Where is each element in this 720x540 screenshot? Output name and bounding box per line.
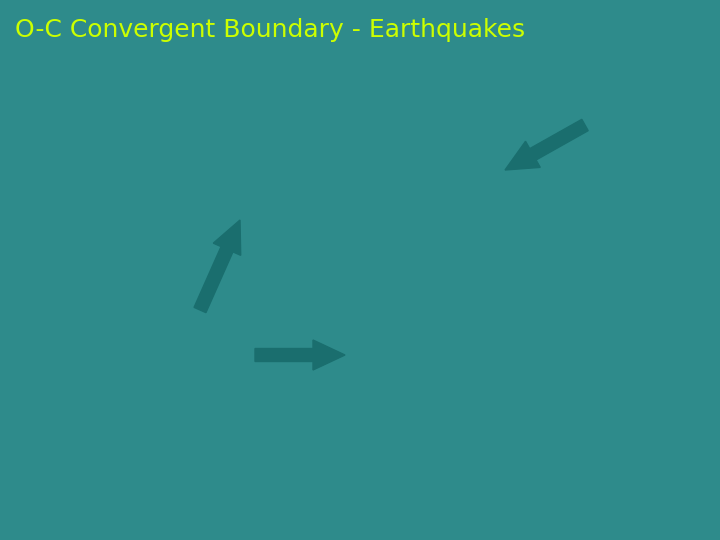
FancyArrow shape [194, 220, 240, 313]
FancyArrow shape [505, 119, 588, 170]
Text: O-C Convergent Boundary - Earthquakes: O-C Convergent Boundary - Earthquakes [15, 18, 525, 42]
FancyArrow shape [255, 340, 345, 370]
